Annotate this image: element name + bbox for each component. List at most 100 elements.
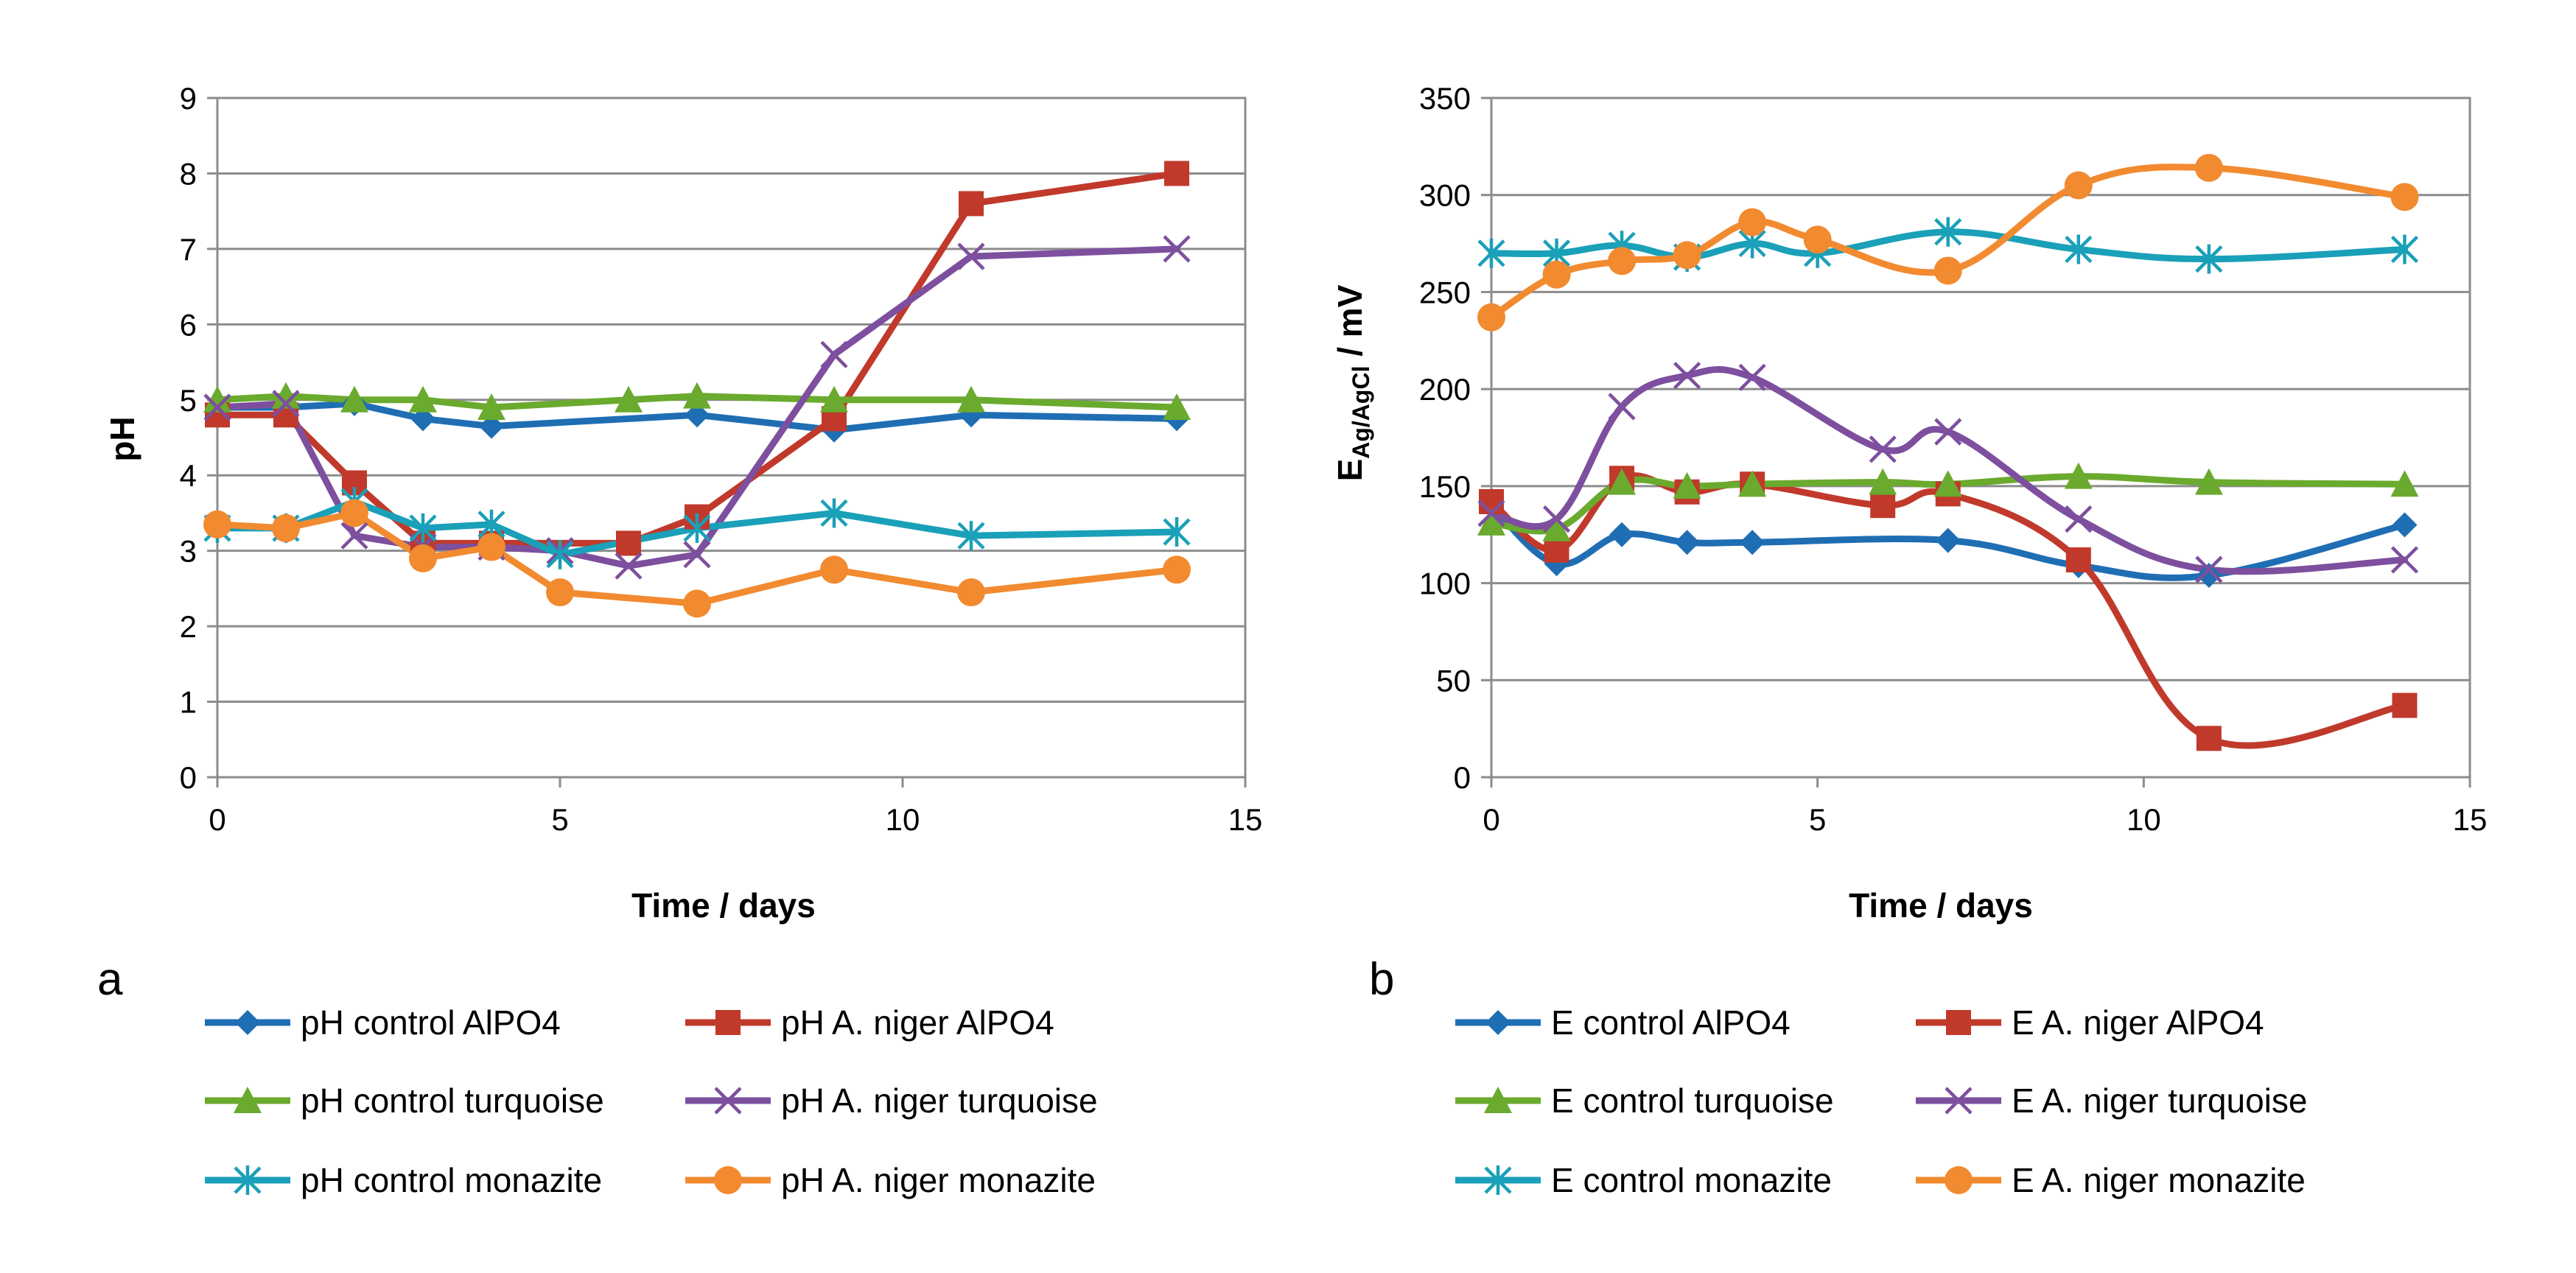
data-point-b-2 [1542, 514, 1571, 541]
data-point-b-2 [1738, 470, 1767, 497]
data-point-a-4 [409, 513, 437, 543]
data-point-a-4 [546, 539, 574, 569]
data-point-a-2 [203, 385, 231, 413]
data-point-b-3 [1869, 435, 1897, 463]
data-point-a-5 [1163, 555, 1191, 584]
data-point-b-2 [2194, 468, 2223, 495]
data-point-b-4 [2390, 234, 2419, 264]
panel-label-a: a [97, 954, 123, 1005]
chart-panel-b: b Time / days EAg/AgCl / mV 050100150200… [1331, 81, 2487, 1199]
series-line-a-2 [214, 393, 1180, 411]
data-point-a-4 [957, 521, 985, 551]
data-point-a-5 [820, 555, 848, 584]
data-point-b-1 [1870, 493, 1896, 519]
data-point-b-1 [2065, 547, 2091, 572]
data-point-b-2 [1933, 470, 1962, 497]
legend-marker-a-5 [714, 1166, 742, 1194]
legend-label-a-4: pH control monazite [301, 1161, 602, 1199]
data-point-b-5 [1542, 260, 1571, 289]
data-point-a-2 [477, 393, 505, 421]
y-tick-label-a: 7 [180, 232, 197, 267]
y-tick-label-b: 100 [1419, 567, 1471, 601]
y-tick-label-b: 350 [1419, 81, 1471, 116]
data-point-b-5 [1738, 208, 1767, 236]
data-point-a-1 [959, 191, 984, 217]
data-point-b-3 [1477, 499, 1505, 527]
x-tick-label-b: 0 [1483, 802, 1499, 837]
data-point-a-5 [546, 578, 574, 607]
y-axis-label-a: pH [103, 416, 141, 461]
legend-label-b-4: E control monazite [1551, 1161, 1832, 1199]
y-tick-label-b: 50 [1436, 663, 1471, 698]
x-tick-label-b: 5 [1809, 802, 1826, 837]
x-tick-label-a: 0 [209, 802, 225, 837]
legend-label-b-1: E A. niger AlPO4 [2012, 1003, 2264, 1042]
data-point-a-2 [1163, 393, 1191, 421]
legend-label-a-0: pH control AlPO4 [301, 1003, 561, 1042]
series-line-b-5 [1488, 164, 2408, 321]
data-point-a-2 [820, 385, 848, 413]
y-axis-label-b-subscript: Ag/AgCl [1348, 366, 1374, 459]
y-tick-label-a: 8 [180, 156, 197, 191]
legend-label-a-2: pH control turquoise [301, 1081, 604, 1120]
data-point-b-1 [1544, 537, 1569, 563]
data-point-b-0 [1740, 530, 1765, 555]
data-point-a-3 [1163, 235, 1191, 263]
data-point-a-3 [203, 393, 231, 421]
data-point-b-3 [1542, 505, 1571, 533]
data-point-a-2 [683, 382, 711, 409]
x-tick-label-a: 5 [551, 802, 568, 837]
y-tick-label-a: 1 [180, 685, 197, 720]
y-tick-label-a: 9 [180, 81, 197, 116]
data-point-a-3 [340, 522, 368, 550]
data-point-a-2 [957, 385, 985, 413]
y-tick-label-b: 200 [1419, 372, 1471, 407]
y-tick-label-a: 3 [180, 534, 197, 569]
legend-label-a-5: pH A. niger monazite [781, 1161, 1096, 1199]
data-point-a-2 [340, 385, 368, 413]
legend-marker-b-5 [1945, 1166, 1973, 1194]
legend-marker-a-4 [234, 1165, 262, 1195]
legend-marker-a-3 [714, 1087, 742, 1115]
y-tick-label-b: 0 [1454, 760, 1471, 795]
data-point-b-3 [1738, 363, 1766, 391]
data-point-b-5 [2194, 153, 2223, 182]
x-tick-label-b: 15 [2453, 802, 2488, 837]
y-tick-label-a: 4 [180, 458, 197, 493]
data-point-b-5 [2390, 183, 2419, 211]
y-tick-label-b: 250 [1419, 275, 1471, 309]
data-point-a-0 [410, 406, 435, 432]
data-point-b-4 [1934, 217, 1962, 247]
plot-area-b [1490, 97, 2471, 779]
data-point-a-3 [683, 541, 711, 569]
legend-marker-a-1 [715, 1010, 741, 1035]
data-point-b-5 [1477, 303, 1505, 332]
y-tick-label-a: 0 [180, 760, 197, 795]
y-tick-label-b: 150 [1419, 469, 1471, 504]
data-point-b-5 [1933, 256, 1962, 285]
data-point-a-3 [272, 390, 300, 418]
data-point-b-3 [1608, 393, 1636, 421]
data-point-b-2 [1477, 508, 1505, 536]
data-point-a-0 [479, 413, 504, 439]
data-point-b-1 [2196, 726, 2222, 751]
series-line-b-3 [1488, 366, 2408, 575]
data-point-b-3 [2195, 555, 2223, 583]
data-point-b-2 [1673, 471, 1701, 499]
y-axis-label-b: EAg/AgCl / mV [1331, 284, 1374, 481]
x-axis-label-b: Time / days [1849, 886, 2033, 925]
legend-label-a-1: pH A. niger AlPO4 [781, 1003, 1054, 1042]
x-tick-label-b: 10 [2127, 802, 2161, 837]
data-point-a-5 [272, 513, 300, 542]
series-line-b-4 [1488, 228, 2408, 263]
data-point-a-3 [615, 552, 643, 580]
y-tick-label-b: 300 [1419, 178, 1471, 213]
legend-label-b-0: E control AlPO4 [1551, 1003, 1791, 1042]
data-point-b-5 [1673, 241, 1701, 270]
data-point-b-2 [2390, 470, 2419, 497]
data-point-b-2 [2064, 462, 2093, 489]
data-point-a-2 [272, 382, 300, 409]
data-point-a-1 [1164, 161, 1189, 186]
